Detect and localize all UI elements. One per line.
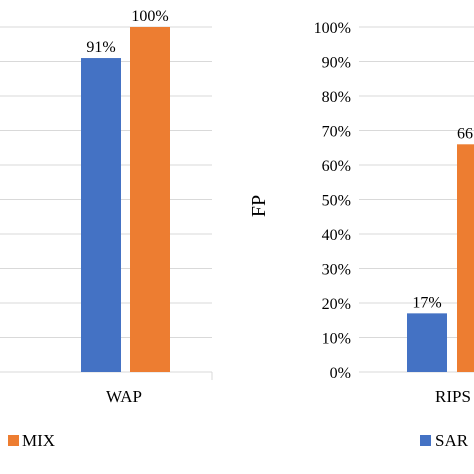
right-category-label: RIPS (435, 387, 471, 406)
y-tick-label: 90% (322, 55, 351, 72)
legend-swatch-mix (8, 435, 19, 446)
bar-series-a (81, 58, 121, 373)
data-label: 100% (131, 8, 168, 25)
data-label: 66 (457, 125, 473, 142)
legend-label-sar: SAR (435, 431, 469, 450)
y-tick-label: 0% (330, 365, 351, 382)
y-tick-label: 10% (322, 331, 351, 348)
left-category-label: WAP (106, 387, 142, 406)
y-tick-label: 100% (314, 20, 351, 37)
data-label: 91% (86, 39, 115, 56)
y-tick-label: 30% (322, 262, 351, 279)
data-label: 17% (412, 294, 441, 311)
y-tick-label: 40% (322, 227, 351, 244)
y-tick-label: 70% (322, 124, 351, 141)
bar-sar (407, 313, 447, 372)
y-tick-label: 80% (322, 89, 351, 106)
left-chart-bars: 91% 100% (81, 8, 170, 373)
right-chart-bars: 17% 66 (407, 125, 474, 372)
y-tick-label: 50% (322, 193, 351, 210)
bar-series-b (457, 144, 474, 372)
y-tick-label: 60% (322, 158, 351, 175)
legend-swatch-sar (420, 435, 431, 446)
bar-mix (130, 27, 170, 372)
right-y-axis-title: FP (248, 195, 270, 217)
legend-label-mix: MIX (22, 431, 55, 450)
y-tick-label: 20% (322, 296, 351, 313)
right-chart-y-ticks: 0% 10% 20% 30% 40% 50% 60% 70% 80% 90% 100% (314, 20, 351, 382)
